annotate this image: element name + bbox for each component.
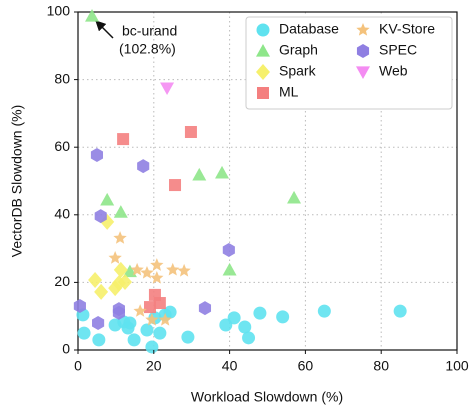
point <box>94 283 109 300</box>
y-tick-label: 60 <box>54 138 70 154</box>
legend-label: Web <box>379 63 408 79</box>
point <box>92 333 106 347</box>
y-tick-label: 100 <box>47 3 71 19</box>
point <box>153 326 167 340</box>
point <box>113 261 128 278</box>
point <box>153 297 166 310</box>
point <box>88 272 103 289</box>
legend-marker <box>256 44 270 57</box>
point <box>94 209 107 224</box>
y-tick-label: 0 <box>62 341 70 357</box>
point <box>100 192 115 206</box>
x-tick-label: 0 <box>74 358 82 374</box>
legend-marker <box>356 66 370 79</box>
point <box>108 251 122 264</box>
point <box>192 167 207 181</box>
x-tick-label: 100 <box>445 358 469 374</box>
point <box>166 262 180 276</box>
y-axis-label: VectorDB Slowdown (%) <box>9 105 25 258</box>
legend-label: ML <box>279 84 299 100</box>
point <box>242 331 256 345</box>
point <box>140 323 154 337</box>
legend-label: Graph <box>279 42 318 58</box>
point <box>144 301 157 314</box>
x-axis-label: Workload Slowdown (%) <box>191 389 343 405</box>
point <box>158 312 172 326</box>
point <box>92 315 105 330</box>
point <box>317 304 331 318</box>
legend-marker <box>356 23 370 36</box>
point <box>177 263 191 277</box>
point <box>222 262 237 276</box>
annotation: (102.8%) <box>119 41 176 57</box>
legend-label: KV-Store <box>379 21 435 37</box>
point <box>112 305 125 320</box>
legend-marker <box>257 87 269 99</box>
point <box>121 321 135 335</box>
point <box>133 304 147 317</box>
legend-marker <box>356 44 370 58</box>
point <box>222 242 235 257</box>
x-tick-label: 80 <box>373 358 389 374</box>
point <box>198 301 212 316</box>
legend-label: SPEC <box>379 42 417 58</box>
x-tick-label: 40 <box>222 358 238 374</box>
y-tick-label: 40 <box>54 206 70 222</box>
point <box>169 179 182 192</box>
annotation-arrow <box>95 20 114 39</box>
point <box>145 312 159 326</box>
legend-label: Database <box>279 21 339 37</box>
point <box>140 265 154 279</box>
point <box>163 305 177 319</box>
point <box>215 165 230 179</box>
point <box>160 82 175 96</box>
legend-marker <box>256 64 270 80</box>
point <box>90 147 104 162</box>
point <box>73 299 86 314</box>
point <box>117 133 130 146</box>
point <box>77 326 91 340</box>
point <box>150 271 164 284</box>
x-tick-label: 60 <box>298 358 314 374</box>
plot-frame <box>77 11 458 351</box>
point <box>227 311 241 325</box>
y-tick-label: 80 <box>54 70 70 86</box>
point <box>113 231 127 244</box>
x-tick-label: 20 <box>146 358 162 374</box>
point <box>137 159 150 174</box>
point <box>181 330 195 344</box>
point <box>150 258 164 271</box>
annotation: bc-urand <box>122 23 177 39</box>
point <box>85 9 100 22</box>
point <box>127 333 141 347</box>
point <box>253 306 267 320</box>
point <box>118 274 132 291</box>
point <box>287 190 302 204</box>
legend <box>245 16 453 110</box>
legend-marker <box>256 23 270 37</box>
point <box>145 340 159 354</box>
y-tick-label: 20 <box>54 273 70 289</box>
legend-label: Spark <box>279 63 317 79</box>
point <box>130 262 144 276</box>
point <box>184 125 197 138</box>
point <box>393 304 407 318</box>
point <box>113 205 128 218</box>
point <box>238 320 252 334</box>
point <box>276 310 290 324</box>
